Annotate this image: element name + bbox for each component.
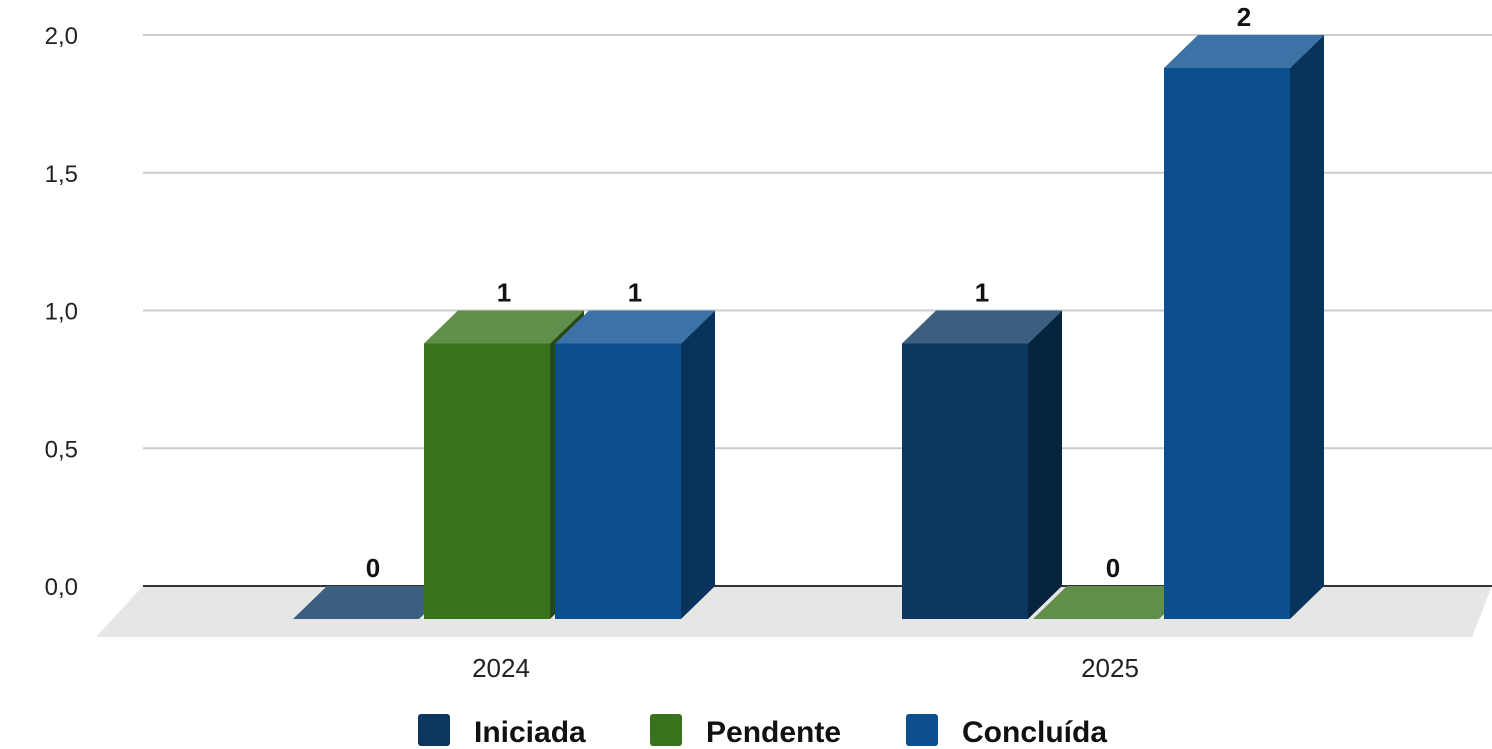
bar-front [555,343,681,619]
data-label: 2 [1237,2,1251,32]
y-tick-label: 0,5 [45,436,78,463]
legend-swatch [650,714,682,746]
data-label: 1 [628,278,642,308]
y-tick-label: 1,5 [45,161,78,188]
legend-swatch [906,714,938,746]
data-label: 0 [1106,553,1120,583]
y-tick-label: 2,0 [45,23,78,50]
bar-top [902,310,1062,344]
legend-swatch [418,714,450,746]
bar-side [681,310,715,619]
bar-top [1164,35,1324,68]
bar-front [902,343,1028,619]
legend-label: Concluída [962,716,1107,749]
bar-top [555,310,715,344]
bar-top [293,586,453,619]
data-label: 1 [497,278,511,308]
legend-label: Iniciada [474,716,586,749]
x-tick-label: 2025 [1081,653,1139,683]
bar-top [1033,586,1193,619]
x-tick-label: 2024 [472,653,530,683]
data-label: 0 [366,553,380,583]
y-tick-label: 1,0 [45,299,78,326]
data-label: 1 [975,278,989,308]
bar-top [424,310,584,344]
bar-side [1290,35,1324,619]
bar-front [424,343,550,619]
bar-side [1028,310,1062,619]
y-tick-label: 0,0 [45,574,78,601]
legend-label: Pendente [706,716,841,749]
bar-front [1164,68,1290,619]
